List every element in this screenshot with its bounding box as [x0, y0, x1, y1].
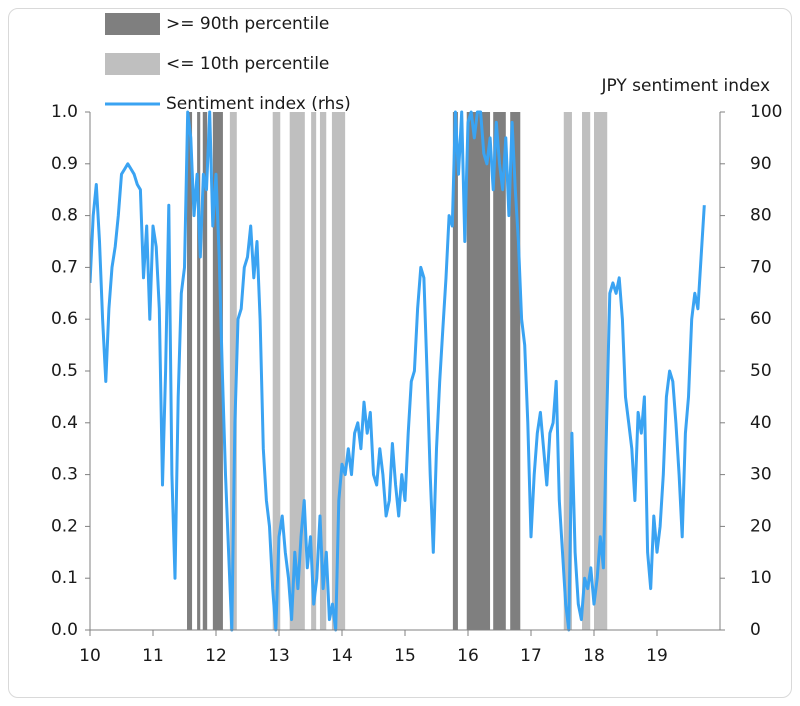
y-tick-label: 0.9 [51, 154, 78, 174]
percentile-band [311, 112, 317, 630]
y2-tick-label: 50 [750, 361, 772, 381]
x-tick-label: 19 [646, 646, 668, 666]
x-tick-label: 16 [457, 646, 479, 666]
percentile-band [493, 112, 506, 630]
percentile-band [582, 112, 591, 630]
percentile-band [563, 112, 572, 630]
x-tick-label: 17 [520, 646, 542, 666]
plot-area [90, 110, 706, 632]
y-tick-label: 0.7 [51, 257, 78, 277]
y-tick-label: 0.6 [51, 309, 78, 329]
percentile-band [197, 112, 201, 630]
y2-tick-label: 60 [750, 309, 772, 329]
annotation: JPY sentiment index [600, 76, 770, 96]
percentile-band [212, 112, 223, 630]
x-tick-label: 18 [583, 646, 605, 666]
legend-label: >= 90th percentile [166, 14, 329, 34]
y2-tick-label: 90 [750, 154, 772, 174]
x-tick-label: 14 [331, 646, 353, 666]
percentile-band [452, 112, 458, 630]
y2-tick-label: 70 [750, 257, 772, 277]
y2-tick-label: 30 [750, 465, 772, 485]
y-tick-label: 0.5 [51, 361, 78, 381]
percentile-band [289, 112, 305, 630]
y2-tick-label: 100 [750, 102, 782, 122]
legend-label: <= 10th percentile [166, 54, 329, 74]
sentiment-line [90, 110, 706, 632]
y2-tick-label: 10 [750, 568, 772, 588]
y-tick-label: 0.2 [51, 516, 78, 536]
x-tick-label: 10 [79, 646, 101, 666]
y-tick-label: 0.1 [51, 568, 78, 588]
percentile-band [466, 112, 491, 630]
legend-swatch [105, 53, 160, 75]
y-tick-label: 0.4 [51, 413, 78, 433]
percentile-band [202, 112, 208, 630]
percentile-band [187, 112, 193, 630]
y2-tick-label: 0 [750, 620, 761, 640]
legend-swatch [105, 13, 160, 35]
percentile-band [319, 112, 327, 630]
y2-tick-label: 80 [750, 206, 772, 226]
legend-label: Sentiment index (rhs) [166, 94, 351, 114]
x-tick-label: 11 [142, 646, 164, 666]
y-tick-label: 0.3 [51, 465, 78, 485]
x-tick-label: 12 [205, 646, 227, 666]
percentile-band [229, 112, 237, 630]
card [8, 8, 792, 698]
x-tick-label: 13 [268, 646, 290, 666]
percentile-band [510, 112, 521, 630]
x-tick-label: 15 [394, 646, 416, 666]
y-tick-label: 0.8 [51, 206, 78, 226]
y-tick-label: 0.0 [51, 620, 78, 640]
percentile-band [331, 112, 346, 630]
percentile-band [272, 112, 281, 630]
y2-tick-label: 20 [750, 516, 772, 536]
y2-tick-label: 40 [750, 413, 772, 433]
y-tick-label: 1.0 [51, 102, 78, 122]
